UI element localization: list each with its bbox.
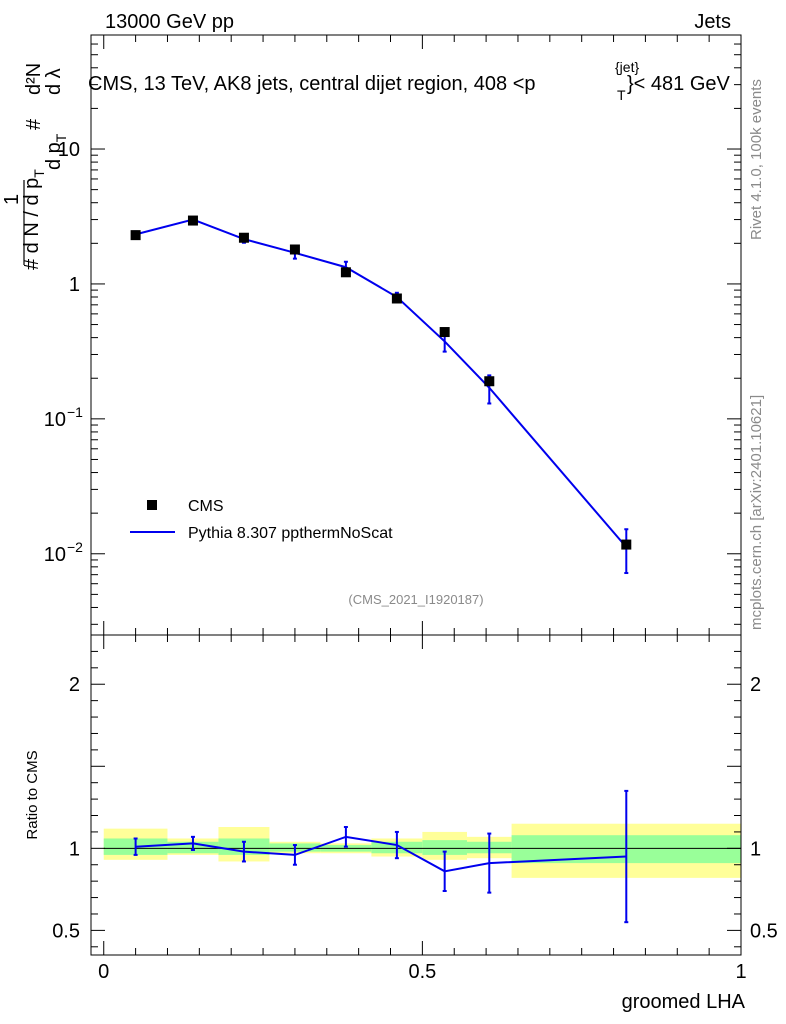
main-y-tick-label: 10 bbox=[44, 409, 66, 431]
x-tick-labels: 0 0.5 1 bbox=[98, 961, 746, 983]
ratio-mc-series bbox=[133, 789, 629, 924]
ratio-y-tick-label: 0.5 bbox=[52, 920, 80, 942]
cms-data-point bbox=[130, 230, 141, 241]
ratio-plot-panel: 2 21 10.5 0.5 0 0.5 1 Ratio to CMS groomed LH… bbox=[24, 634, 778, 1013]
legend: CMS Pythia 8.307 ppthermNoScat bbox=[130, 498, 393, 542]
title-subscript: T bbox=[617, 87, 626, 103]
main-plot-frame bbox=[90, 34, 742, 636]
cms-data-point bbox=[621, 539, 632, 550]
mc-series bbox=[133, 216, 629, 575]
main-y-tick-label: 1 bbox=[69, 274, 80, 296]
x-tick-label: 0.5 bbox=[408, 961, 436, 983]
ratio-band-inner bbox=[422, 840, 467, 855]
legend-data-marker bbox=[147, 500, 157, 510]
main-y-tick-exponent: −1 bbox=[67, 404, 83, 420]
header-energy: 13000 GeV pp bbox=[105, 11, 234, 33]
rivet-version: Rivet 4.1.0, 100k events bbox=[748, 79, 765, 240]
ratio-axis-ticks bbox=[91, 635, 742, 955]
y-label-numerator: 1 bbox=[1, 194, 23, 205]
chart-title: CMS, 13 TeV, AK8 jets, central dijet reg… bbox=[88, 73, 536, 95]
y-label-second-num: # bbox=[23, 118, 45, 130]
ratio-y-tick-label: 2 bbox=[69, 674, 80, 696]
main-y-tick-label: 10 bbox=[58, 139, 80, 161]
y-label-third-den: d λ bbox=[43, 68, 65, 95]
main-y-axis-label: # d N / d pT 1 d pT # d λ d²N bbox=[1, 63, 69, 270]
ratio-uncertainty-bands bbox=[103, 823, 741, 878]
ratio-y-tick-label-right: 1 bbox=[750, 838, 761, 860]
cms-data-point bbox=[289, 244, 300, 255]
data-series bbox=[130, 215, 632, 550]
ratio-plot-frame bbox=[90, 634, 742, 956]
title-tail: }< 481 GeV bbox=[627, 73, 731, 95]
cms-data-point bbox=[187, 215, 198, 226]
x-tick-label: 0 bbox=[98, 961, 109, 983]
mcplots-ref: mcplots.cern.ch [arXiv:2401.10621] bbox=[748, 395, 765, 630]
ratio-y-tick-label: 1 bbox=[69, 838, 80, 860]
x-tick-label: 1 bbox=[735, 961, 746, 983]
main-y-tick-label: 10 bbox=[44, 544, 66, 566]
y-label-denominator: # d N / d pT bbox=[21, 169, 47, 270]
ratio-y-tick-labels: 2 2 1 1 0.5 0.5 bbox=[52, 674, 778, 942]
header-process: Jets bbox=[694, 11, 731, 33]
cms-data-point bbox=[391, 293, 402, 304]
cms-data-point bbox=[439, 327, 450, 338]
cms-data-point bbox=[238, 232, 249, 243]
ratio-y-tick-label-right: 2 bbox=[750, 674, 761, 696]
x-axis-label: groomed LHA bbox=[622, 991, 746, 1013]
y-label-third-num: d²N bbox=[23, 63, 45, 95]
ratio-y-axis-label: Ratio to CMS bbox=[24, 750, 41, 839]
legend-mc-label: Pythia 8.307 ppthermNoScat bbox=[188, 525, 393, 542]
analysis-id: (CMS_2021_I1920187) bbox=[348, 592, 483, 607]
title-superscript: {jet} bbox=[615, 59, 639, 75]
main-y-tick-exponent: −2 bbox=[67, 539, 83, 555]
cms-data-point bbox=[340, 267, 351, 278]
cms-data-point bbox=[484, 376, 495, 387]
main-axis-ticks bbox=[91, 34, 742, 635]
legend-data-label: CMS bbox=[188, 498, 224, 515]
ratio-y-tick-label-right: 0.5 bbox=[750, 920, 778, 942]
